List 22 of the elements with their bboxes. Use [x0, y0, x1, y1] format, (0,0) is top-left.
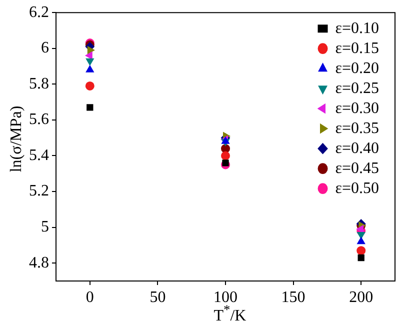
legend-label: ε=0.40: [335, 140, 380, 157]
y-tick-label: 5.2: [29, 182, 49, 200]
x-tick-label: 150: [281, 288, 306, 306]
legend-label: ε=0.25: [335, 80, 380, 97]
x-tick-label: 200: [349, 288, 374, 306]
y-tick-label: 6.2: [29, 4, 49, 21]
y-tick-label: 5.4: [29, 146, 49, 164]
y-tick-label: 5: [41, 218, 49, 236]
y-tick-label: 4.8: [29, 254, 49, 272]
x-tick-label: 0: [86, 288, 94, 306]
legend-label: ε=0.15: [335, 40, 380, 57]
legend-label: ε=0.20: [335, 60, 380, 77]
legend-label: ε=0.10: [335, 20, 380, 37]
y-tick-label: 5.8: [29, 75, 49, 92]
legend-label: ε=0.35: [335, 120, 380, 137]
x-tick-label: 50: [150, 288, 166, 306]
legend-label: ε=0.50: [335, 180, 380, 197]
y-axis-title: ln(σ/MPa): [8, 104, 26, 174]
y-tick-label: 5.6: [29, 111, 49, 128]
legend-label: ε=0.30: [335, 100, 380, 117]
legend-label: ε=0.45: [335, 160, 380, 177]
y-tick-label: 6: [41, 40, 49, 57]
